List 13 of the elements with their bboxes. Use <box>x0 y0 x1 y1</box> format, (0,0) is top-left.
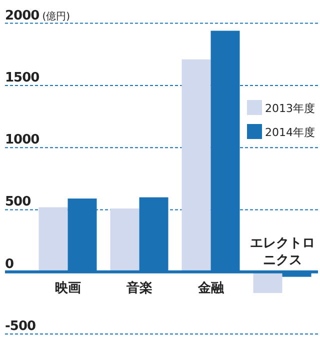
y-tick-label: 1000 <box>5 132 40 148</box>
x-tick-label: 金融 <box>196 280 225 296</box>
y-tick-label: 0 <box>5 256 14 272</box>
x-tick-label: 音楽 <box>125 280 152 296</box>
y-tick-label: 1500 <box>5 70 40 86</box>
y-tick-label: -500 <box>5 319 36 334</box>
x-tick-label: 映画 <box>54 280 81 296</box>
legend-label: 2013年度 <box>265 102 315 115</box>
y-axis-title: (億円) <box>42 10 70 22</box>
y-tick-label: 500 <box>5 194 32 210</box>
legend-label: 2014年度 <box>265 126 315 139</box>
x-tick-label: エレクトロニクス <box>250 236 315 268</box>
y-tick-label: 2000 <box>5 8 40 24</box>
